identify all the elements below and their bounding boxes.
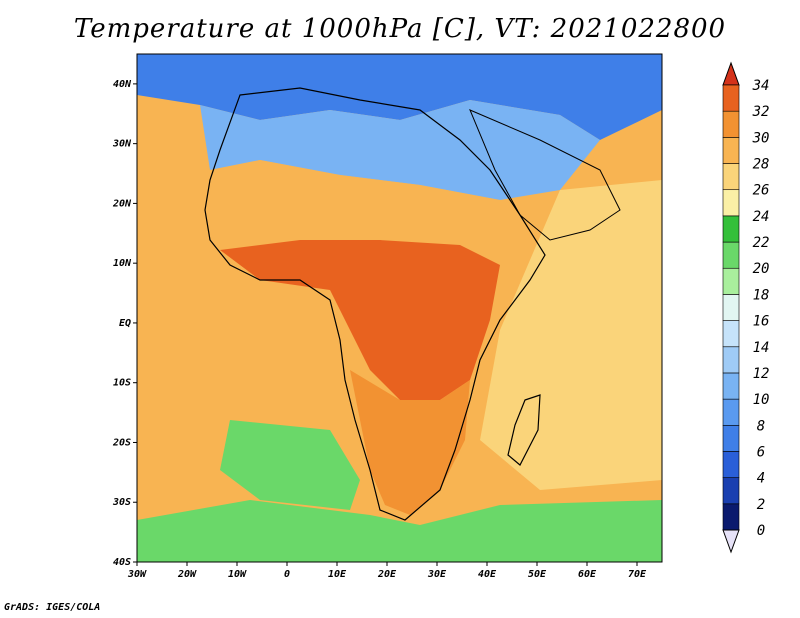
colorbar-level-label: 14	[753, 340, 770, 356]
colorbar-level-label: 18	[753, 287, 770, 303]
field-north-cold	[137, 54, 662, 140]
lon-tick-label: 10E	[328, 569, 347, 580]
colorbar-level-label: 16	[753, 314, 770, 330]
lat-tick-label: 30S	[112, 497, 131, 508]
lat-tick-label: EQ	[119, 318, 131, 329]
colorbar-level-label: 24	[753, 209, 770, 225]
lat-tick-label: 30N	[112, 139, 132, 150]
lat-tick-label: 20N	[112, 198, 132, 209]
colorbar-swatch	[722, 267, 740, 295]
colorbar-swatch	[722, 84, 740, 112]
lat-tick-label: 20S	[112, 437, 131, 448]
latitude-ticks: 40N 30N 20N 10N EQ 10S 20S 30S 40S	[112, 79, 137, 568]
lon-tick-label: 30E	[427, 569, 447, 580]
colorbar-swatch	[722, 398, 740, 426]
lon-tick-label: 10W	[228, 569, 247, 580]
lat-tick-label: 10S	[113, 378, 131, 389]
colorbar-swatch	[722, 241, 740, 269]
colorbar-swatch	[722, 477, 740, 505]
temperature-field	[137, 54, 662, 562]
field-south-atlantic-west	[220, 420, 360, 510]
colorbar-level-label: 12	[753, 366, 770, 382]
colorbar-over-triangle	[722, 61, 740, 86]
colorbar-swatch	[722, 503, 740, 531]
lon-tick-label: 70E	[628, 569, 647, 580]
field-sahel	[205, 160, 520, 260]
colorbar-swatch	[722, 110, 740, 138]
colorbar-swatch	[722, 189, 740, 217]
colorbar-level-label: 22	[753, 235, 770, 251]
lon-tick-label: 50E	[528, 569, 547, 580]
colorbar-swatch	[722, 137, 740, 164]
chart-title: Temperature at 1000hPa [C], VT: 20210228…	[73, 14, 727, 44]
lon-tick-label: 30W	[127, 569, 147, 580]
madagascar-coastline	[507, 394, 541, 466]
colorbar-swatch	[722, 424, 740, 452]
credit-label: GrADS: IGES/COLA	[4, 602, 101, 613]
colorbar-level-label: 26	[753, 183, 770, 199]
colorbar-level-label: 2	[757, 497, 765, 513]
colorbar-swatch	[722, 451, 740, 478]
colorbar-under-triangle	[722, 529, 740, 554]
lon-tick-label: 20E	[377, 569, 397, 580]
field-sahara	[200, 100, 600, 200]
lon-tick-label: 20W	[177, 569, 197, 580]
colorbar-level-label: 0	[757, 523, 765, 539]
lat-tick-label: 40S	[113, 557, 131, 568]
colorbar-swatch	[722, 346, 740, 374]
colorbar-level-label: 30	[752, 130, 770, 146]
lon-tick-label: 0	[284, 569, 290, 580]
arabia-coastline	[469, 109, 621, 241]
africa-coastline	[204, 87, 546, 521]
lon-tick-label: 40E	[478, 569, 497, 580]
colorbar-swatch	[722, 372, 740, 400]
colorbar-swatch	[722, 320, 740, 348]
lat-tick-label: 10N	[113, 258, 132, 269]
longitude-ticks: 30W 20W 10W 0 10E 20E 30E 40E 50E 60E 70E	[127, 562, 647, 580]
colorbar-level-label: 28	[753, 157, 770, 173]
colorbar-swatch	[722, 294, 740, 321]
field-indian	[480, 180, 662, 490]
colorbar-level-label: 20	[753, 261, 770, 277]
field-southern	[350, 370, 470, 515]
lon-tick-label: 60E	[578, 569, 597, 580]
colorbar-swatch	[722, 163, 740, 191]
lat-tick-label: 40N	[113, 79, 132, 90]
map-frame	[136, 53, 663, 563]
field-south-atlantic	[137, 500, 662, 562]
colorbar-level-label: 4	[757, 471, 765, 487]
colorbar-level-label: 10	[753, 392, 770, 408]
colorbar-swatch	[722, 215, 740, 243]
colorbar-level-label: 6	[757, 444, 765, 460]
colorbar-level-label: 34	[752, 78, 770, 94]
coastlines	[204, 87, 621, 521]
colorbar-level-label: 32	[752, 104, 770, 120]
colorbar-level-label: 8	[757, 418, 765, 434]
